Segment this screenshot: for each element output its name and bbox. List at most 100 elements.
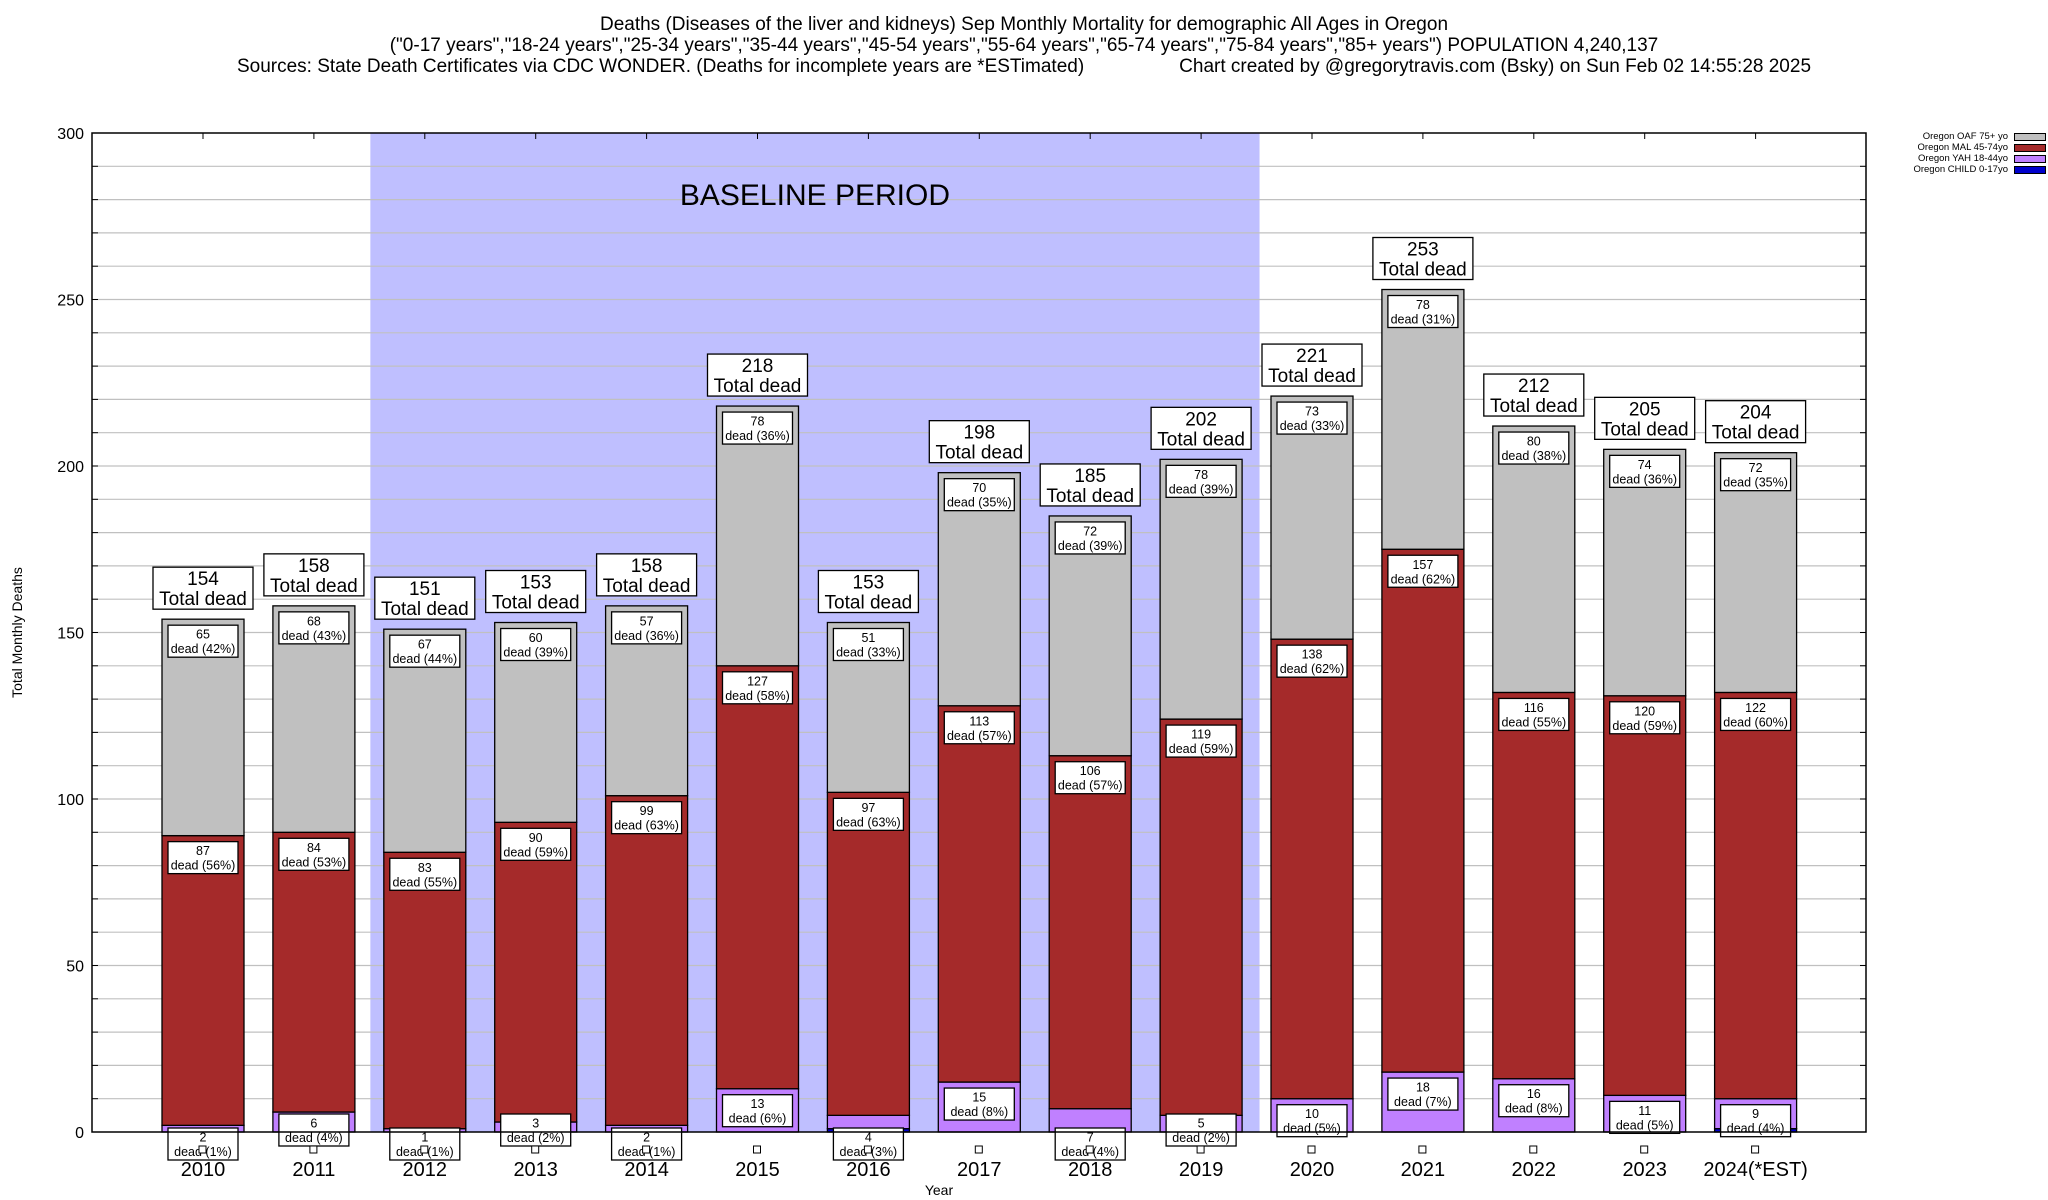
segment-label-value: 78 [1416, 298, 1430, 312]
segment-label-value: 116 [1524, 701, 1544, 715]
segment-label-box [1498, 431, 1570, 465]
total-label-suffix: Total dead [1601, 419, 1689, 440]
total-label-value: 153 [520, 573, 552, 594]
segment-label-box [389, 634, 461, 668]
total-label-value: 253 [1407, 240, 1439, 261]
legend-item: Oregon YAH 18-44yo [1860, 153, 2046, 164]
segment-label-box [1609, 1100, 1681, 1135]
segment-label-value: 84 [307, 841, 321, 855]
segment-label-value: 70 [972, 481, 986, 495]
total-label-box [1704, 400, 1807, 444]
total-label-suffix: Total dead [603, 576, 691, 597]
segment-label-pct: dead (60%) [1723, 715, 1788, 729]
bar-group-2022 [1492, 425, 1576, 1133]
x-tick-label: 2024(*EST) [1703, 1159, 1808, 1181]
segment-label-value: 5 [1198, 1117, 1205, 1131]
total-label-suffix: Total dead [159, 589, 247, 610]
segment-label-value: 74 [1638, 458, 1652, 472]
segment-label-value: 87 [196, 844, 210, 858]
point-marker [198, 1145, 207, 1154]
legend-item: Oregon OAF 75+ yo [1860, 131, 2046, 142]
segment-label-box [1609, 454, 1681, 489]
legend-swatch [2014, 132, 2046, 141]
point-marker [642, 1145, 651, 1154]
segment-label-box [1498, 697, 1570, 732]
segment-label-box [1387, 554, 1459, 588]
bar-segment-oaf [1270, 395, 1354, 640]
segment-label-pct: dead (2%) [507, 1131, 565, 1145]
segment-label-box [1276, 401, 1348, 435]
bar-segment-oaf [1713, 452, 1798, 694]
total-label-box [817, 569, 920, 614]
total-label-suffix: Total dead [492, 593, 580, 614]
segment-label-box [832, 627, 905, 662]
segment-label-box [721, 671, 794, 705]
segment-label-box [1165, 464, 1237, 498]
segment-label-box [1054, 1127, 1126, 1161]
point-marker [1085, 1145, 1094, 1154]
x-tick-label: 2014 [624, 1159, 669, 1181]
segment-label-box [1054, 521, 1126, 555]
segment-label-pct: dead (43%) [282, 629, 347, 643]
x-tick-label: 2015 [735, 1159, 780, 1181]
segment-label-value: 106 [1080, 764, 1101, 778]
total-label-box [595, 553, 698, 597]
total-label-value: 185 [1074, 466, 1106, 487]
point-marker [531, 1145, 540, 1154]
legend: Oregon OAF 75+ yo Oregon MAL 45-74yo Orego… [1860, 131, 2046, 175]
segment-label-box [610, 611, 683, 645]
total-label-value: 205 [1629, 399, 1661, 420]
segment-label-value: 2 [643, 1131, 650, 1145]
segment-label-pct: dead (8%) [950, 1105, 1008, 1119]
segment-label-pct: dead (4%) [1727, 1122, 1785, 1136]
total-label-suffix: Total dead [935, 443, 1023, 464]
segment-label-value: 10 [1305, 1107, 1319, 1121]
point-marker [1196, 1145, 1205, 1154]
segment-label-box [167, 1127, 239, 1161]
total-label-suffix: Total dead [825, 593, 913, 614]
segment-label-pct: dead (55%) [1501, 715, 1566, 729]
bar-segment-mal [604, 795, 689, 1126]
segment-label-box [943, 711, 1015, 745]
segment-label-value: 18 [1416, 1081, 1430, 1095]
legend-label: Oregon OAF 75+ yo [1922, 131, 2008, 142]
bar-segment-oaf [1492, 425, 1576, 694]
bar-group-2021 [1381, 288, 1465, 1133]
segment-label-value: 138 [1302, 648, 1323, 662]
total-label-box [485, 569, 587, 614]
total-label-box [1372, 236, 1474, 281]
segment-label-pct: dead (59%) [503, 845, 568, 859]
segment-label-value: 97 [861, 801, 875, 815]
y-axis-title: Total Monthly Deaths [9, 567, 25, 698]
y-tick-label: 150 [57, 626, 84, 643]
point-marker [1418, 1145, 1427, 1154]
x-tick-label: 2022 [1512, 1159, 1557, 1181]
segment-label-value: 90 [529, 831, 543, 845]
x-tick-label: 2023 [1622, 1159, 1667, 1181]
segment-label-value: 80 [1527, 435, 1541, 449]
segment-label-value: 60 [529, 631, 543, 645]
total-label-box [263, 553, 365, 597]
bar-segment-mal [1159, 718, 1243, 1117]
segment-label-value: 3 [532, 1117, 539, 1131]
legend-swatch [2014, 165, 2046, 174]
segment-label-value: 113 [969, 714, 989, 728]
bar-segment-mal [494, 821, 578, 1123]
total-label-value: 154 [187, 569, 219, 590]
y-tick-label: 300 [57, 126, 84, 143]
segment-label-value: 68 [307, 614, 321, 628]
total-label-value: 221 [1296, 346, 1328, 367]
segment-label-box [1387, 294, 1459, 329]
segment-label-value: 4 [865, 1131, 872, 1145]
segment-label-value: 6 [310, 1117, 317, 1131]
segment-label-pct: dead (57%) [1058, 779, 1123, 793]
bar-group-2018 [1048, 515, 1132, 1133]
sources-text: Sources: State Death Certificates via CD… [236, 56, 1085, 77]
segment-label-pct: dead (4%) [285, 1131, 343, 1145]
bar-group-2023 [1603, 448, 1687, 1133]
segment-label-pct: dead (63%) [614, 819, 679, 833]
bar-segment-mal [715, 665, 800, 1090]
legend-label: Oregon YAH 18-44yo [1918, 153, 2008, 164]
x-tick-label: 2011 [292, 1159, 335, 1181]
segment-label-value: 127 [747, 674, 768, 688]
